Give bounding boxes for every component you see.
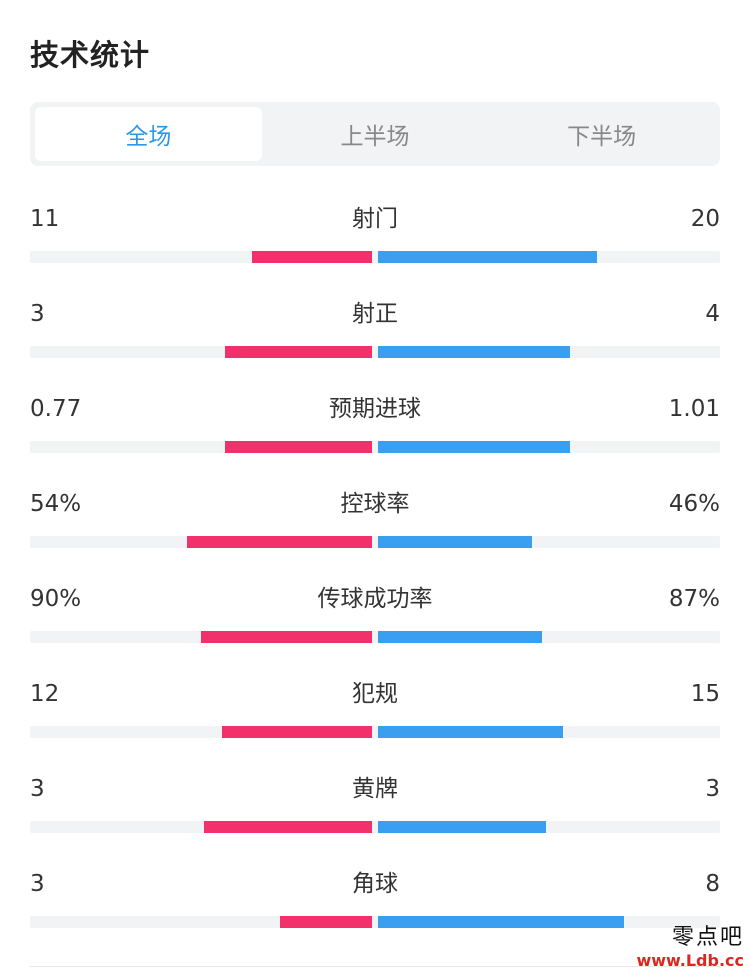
stat-label: 射正 (352, 301, 398, 327)
away-bar (378, 821, 546, 833)
stat-bar-track (30, 346, 720, 358)
home-value: 12 (30, 681, 60, 707)
away-bar (378, 536, 532, 548)
tab-first-half[interactable]: 上半场 (340, 124, 410, 150)
stat-label: 犯规 (352, 681, 398, 707)
away-value: 87% (668, 586, 720, 612)
stat-bar-track (30, 441, 720, 453)
tab-second-half[interactable]: 下半场 (567, 124, 637, 150)
away-value: 4 (705, 301, 720, 327)
away-bar (378, 346, 570, 358)
stat-row-fouls: 12 犯规 15 (30, 671, 720, 766)
home-bar (201, 631, 372, 643)
away-value: 46% (668, 491, 720, 517)
home-value: 11 (30, 206, 60, 232)
home-bar (222, 726, 372, 738)
page-title: 技术统计 (30, 38, 151, 72)
stat-row-shots-on-target: 3 射正 4 (30, 291, 720, 386)
away-bar (378, 726, 563, 738)
stat-row-corners: 3 角球 8 (30, 861, 720, 956)
stat-row-expected-goals: 0.77 预期进球 1.01 (30, 386, 720, 481)
home-value: 0.77 (30, 396, 82, 422)
stat-label: 传球成功率 (317, 586, 433, 612)
away-value: 1.01 (668, 396, 720, 422)
stat-row-shots: 11 射门 20 (30, 196, 720, 291)
stat-label: 射门 (352, 206, 398, 232)
watermark-url: www.Ldb.cc (636, 951, 744, 970)
away-value: 8 (705, 871, 720, 897)
away-bar (378, 916, 624, 928)
away-value: 3 (705, 776, 720, 802)
home-bar (280, 916, 372, 928)
away-bar (378, 631, 542, 643)
home-bar (187, 536, 372, 548)
tab-full-match[interactable]: 全场 (35, 107, 262, 161)
divider (30, 966, 720, 967)
home-value: 54% (30, 491, 82, 517)
home-bar (225, 346, 372, 358)
stat-bar-track (30, 916, 720, 928)
stat-bar-track (30, 251, 720, 263)
stat-bar-track (30, 631, 720, 643)
home-bar (225, 441, 372, 453)
home-value: 3 (30, 871, 45, 897)
watermark: 零点吧 www.Ldb.cc (636, 925, 744, 971)
stat-label: 控球率 (340, 491, 410, 517)
away-bar (378, 441, 570, 453)
period-tabs: 全场 上半场 下半场 (30, 102, 720, 166)
stat-row-possession: 54% 控球率 46% (30, 481, 720, 576)
away-bar (378, 251, 597, 263)
home-value: 3 (30, 776, 45, 802)
away-value: 20 (690, 206, 720, 232)
stat-bar-track (30, 726, 720, 738)
watermark-logo: 零点吧 (671, 925, 744, 950)
away-value: 15 (690, 681, 720, 707)
stat-row-pass-accuracy: 90% 传球成功率 87% (30, 576, 720, 671)
stats-list: 11 射门 20 3 射正 4 0.77 预期进球 1.01 (30, 196, 720, 956)
home-bar (252, 251, 372, 263)
stat-row-yellow-cards: 3 黄牌 3 (30, 766, 720, 861)
home-bar (204, 821, 372, 833)
home-value: 90% (30, 586, 82, 612)
stat-bar-track (30, 821, 720, 833)
stat-label: 预期进球 (329, 396, 421, 422)
home-value: 3 (30, 301, 45, 327)
stat-label: 角球 (352, 871, 398, 897)
stat-bar-track (30, 536, 720, 548)
stat-label: 黄牌 (352, 776, 398, 802)
